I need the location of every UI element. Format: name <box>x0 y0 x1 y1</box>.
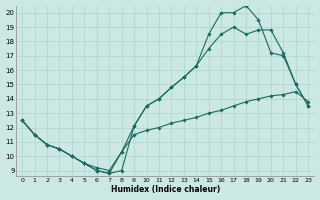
X-axis label: Humidex (Indice chaleur): Humidex (Indice chaleur) <box>111 185 220 194</box>
